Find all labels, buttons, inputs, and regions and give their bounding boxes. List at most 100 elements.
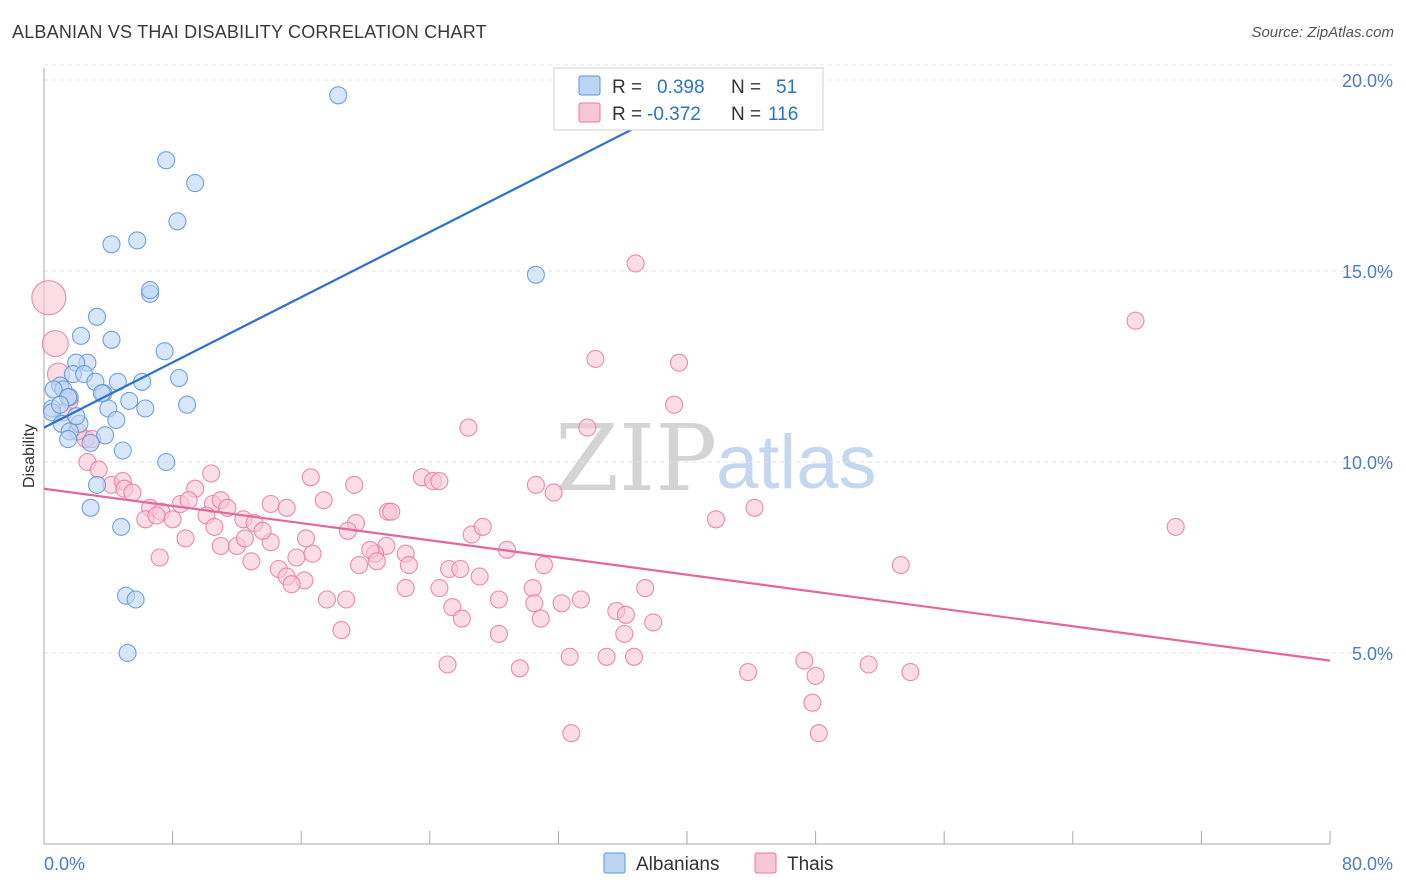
thai-point-101 [739, 663, 758, 682]
thai-point-86 [552, 594, 571, 613]
albanian-point-12 [155, 342, 174, 361]
thai-point-92 [489, 624, 508, 643]
thai-point-90 [452, 609, 471, 628]
thai-point-106 [803, 693, 822, 712]
series-legend-swatch-albanians [603, 852, 626, 874]
legend-n-label-albanians: N = [731, 77, 761, 98]
albanian-point-40 [81, 433, 100, 452]
thai-point-62 [150, 548, 169, 567]
albanian-point-3 [168, 212, 187, 231]
thai-point-111 [382, 502, 401, 521]
watermark-zip: ZIP [555, 405, 717, 512]
thai-point-18 [301, 468, 320, 487]
chart-title: ALBANIAN VS THAI DISABILITY CORRELATION … [12, 22, 487, 42]
thai-point-84 [489, 590, 508, 609]
y-tick-label-15: 15.0% [1342, 262, 1393, 282]
y-tick-label-20: 20.0% [1342, 71, 1393, 91]
albanian-point-47 [126, 590, 145, 609]
thai-point-107 [562, 724, 581, 743]
thai-point-64 [287, 548, 306, 567]
thai-point-27 [123, 483, 142, 502]
legend-r-label-albanians: R = [612, 77, 642, 98]
x-tick-label-min: 0.0% [44, 854, 85, 874]
series-legend-swatch-thais [754, 852, 777, 874]
thai-point-105 [901, 663, 920, 682]
albanian-point-0 [329, 86, 348, 105]
thai-point-89 [616, 605, 635, 624]
thai-point-77 [636, 579, 655, 598]
y-tick-label-10: 10.0% [1342, 453, 1393, 473]
albanian-point-41 [113, 441, 132, 460]
thai-point-75 [470, 567, 489, 586]
thai-point-102 [795, 651, 814, 670]
legend-swatch-albanians [578, 75, 601, 96]
albanian-point-32 [136, 399, 155, 418]
albanian-trend-line [43, 109, 670, 429]
albanian-point-39 [96, 426, 115, 445]
thai-point-65 [303, 544, 322, 563]
albanian-point-2 [186, 174, 205, 193]
thai-point-17 [202, 464, 221, 483]
thai-point-97 [510, 659, 529, 678]
thai-point-113 [253, 521, 272, 540]
thai-point-95 [615, 624, 634, 643]
thai-point-21 [345, 475, 364, 494]
thai-point-7 [665, 395, 684, 414]
albanian-point-9 [87, 307, 107, 326]
thai-point-54 [235, 529, 254, 548]
thai-point-16 [89, 460, 108, 479]
thai-point-103 [806, 666, 825, 685]
thai-point-3 [626, 254, 645, 273]
thai-point-114 [534, 556, 553, 575]
thai-point-23 [544, 483, 563, 502]
legend-swatch-thais [578, 102, 601, 123]
thai-point-93 [644, 613, 663, 632]
thai-point-47 [205, 517, 224, 536]
series-legend-label-albanians: Albanians [636, 854, 719, 875]
albanian-point-34 [107, 410, 126, 430]
albanian-point-11 [102, 330, 121, 349]
thai-point-82 [337, 590, 356, 609]
thai-point-52 [211, 536, 230, 556]
thai-point-96 [438, 655, 457, 674]
thai-point-33 [314, 491, 333, 510]
legend-r-value-thais: -0.372 [647, 104, 701, 125]
thai-point-50 [706, 510, 725, 529]
thai-point-66 [350, 556, 369, 575]
thai-point-41 [745, 498, 764, 517]
thai-point-67 [367, 552, 386, 571]
albanian-point-16 [169, 368, 189, 388]
thai-point-99 [597, 647, 616, 666]
series-legend-label-thais: Thais [787, 854, 833, 875]
source-credit: Source: ZipAtlas.com [1251, 24, 1394, 41]
thai-point-112 [179, 491, 198, 510]
albanian-point-1 [157, 151, 176, 170]
thai-point-6 [669, 353, 689, 372]
thai-point-1 [41, 330, 69, 358]
thai-point-0 [31, 280, 67, 316]
thai-point-104 [859, 655, 878, 674]
thai-point-76 [523, 579, 542, 598]
albanian-point-38 [59, 430, 78, 449]
legend-r-value-albanians: 0.398 [657, 77, 705, 98]
thai-point-98 [560, 647, 579, 666]
thai-point-115 [296, 529, 316, 548]
thais-points [31, 254, 1185, 743]
y-tick-label-5: 5.0% [1352, 644, 1393, 664]
thai-point-81 [317, 590, 336, 609]
legend-n-value-albanians: 51 [776, 77, 797, 98]
albanian-point-6 [526, 265, 545, 284]
legend-n-label-thais: N = [731, 104, 761, 125]
albanian-point-5 [128, 231, 147, 250]
thai-point-32 [261, 494, 280, 514]
thai-trend-line [43, 487, 1331, 662]
thai-point-5 [586, 349, 605, 368]
albanian-point-8 [141, 281, 160, 300]
watermark: ZIP atlas [555, 405, 877, 512]
thai-point-51 [176, 529, 195, 548]
thai-point-10 [459, 418, 478, 437]
albanian-point-29 [178, 395, 197, 414]
albanian-point-48 [118, 643, 137, 663]
thai-point-79 [430, 579, 449, 598]
thai-point-100 [624, 647, 644, 666]
